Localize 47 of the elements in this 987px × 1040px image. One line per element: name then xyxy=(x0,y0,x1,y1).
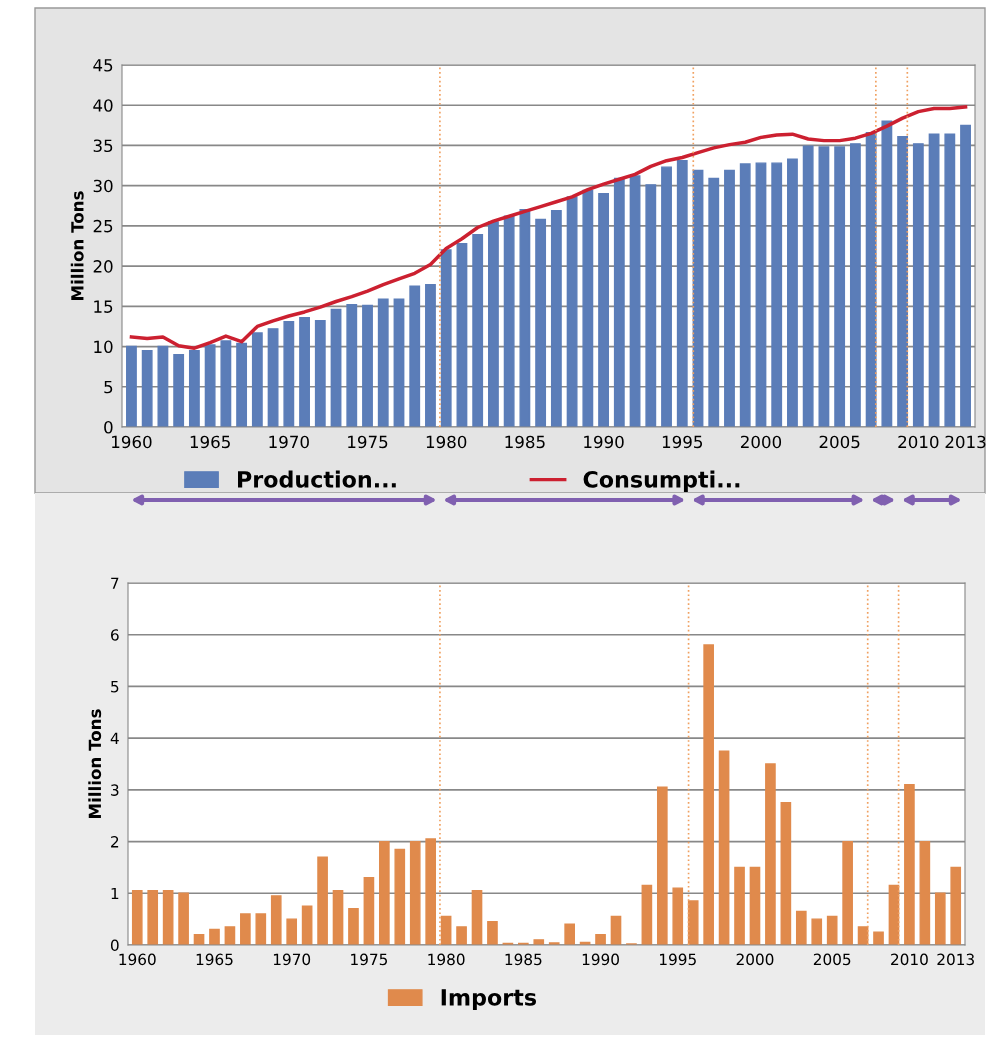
x-tick-label: 1970 xyxy=(269,435,309,449)
legend-label: Production... xyxy=(238,470,396,488)
x-tick-label: 2013 xyxy=(945,435,986,449)
x-tick-label: 1960 xyxy=(119,953,156,966)
y-tick-label: 15 xyxy=(94,300,113,313)
y-tick-label: 6 xyxy=(111,629,119,641)
x-tick-label: 1965 xyxy=(196,953,233,966)
x-tick-label: 2010 xyxy=(898,435,939,449)
y-tick-label: 30 xyxy=(93,179,113,193)
x-tick-label: 1980 xyxy=(426,435,467,449)
y-tick-label: 45 xyxy=(93,59,113,72)
x-tick-label: 1960 xyxy=(112,435,152,449)
y-tick-label: 0 xyxy=(104,420,113,434)
y-tick-label: 3 xyxy=(111,784,119,796)
legend-label: Consumpti... xyxy=(583,470,740,493)
y-tick-label: 5 xyxy=(111,681,119,693)
y-tick-label: 5 xyxy=(104,380,113,394)
x-tick-label: 2000 xyxy=(740,435,782,449)
x-tick-label: 1975 xyxy=(348,435,388,449)
x-tick-label: 2000 xyxy=(736,953,774,966)
x-tick-label: 1980 xyxy=(428,953,465,966)
x-tick-label: 2005 xyxy=(813,953,851,966)
y-tick-label: 35 xyxy=(93,139,113,153)
x-tick-label: 1990 xyxy=(584,435,624,449)
x-tick-label: 1995 xyxy=(662,435,703,449)
legend-label: Imports xyxy=(441,989,537,1011)
x-tick-label: 1995 xyxy=(660,953,696,966)
x-tick-label: 2013 xyxy=(937,953,974,966)
x-tick-label: 1965 xyxy=(190,435,230,449)
y-tick-label: 40 xyxy=(93,99,113,112)
y-tick-label: 2 xyxy=(111,836,119,848)
x-tick-label: 1985 xyxy=(505,953,542,966)
y-tick-label: 10 xyxy=(94,340,113,354)
y-axis-title: Million Tons xyxy=(70,191,84,300)
y-tick-label: 0 xyxy=(110,939,119,952)
y-tick-label: 20 xyxy=(93,260,113,273)
y-tick-label: 7 xyxy=(111,577,119,589)
x-tick-label: 2005 xyxy=(819,435,860,449)
x-tick-label: 1970 xyxy=(273,953,311,966)
y-axis-title: Million Tons xyxy=(88,709,102,818)
x-tick-label: 1975 xyxy=(351,953,388,966)
y-tick-label: 4 xyxy=(110,732,119,744)
x-tick-label: 2010 xyxy=(891,953,928,966)
y-tick-label: 1 xyxy=(111,887,119,900)
y-tick-label: 25 xyxy=(93,219,113,233)
x-tick-label: 1985 xyxy=(505,435,545,449)
x-tick-label: 1990 xyxy=(582,953,619,966)
